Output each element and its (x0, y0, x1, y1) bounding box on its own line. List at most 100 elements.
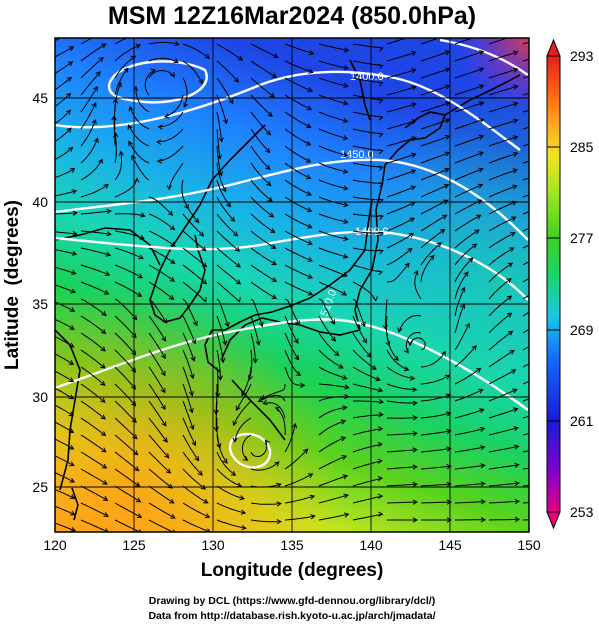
streamline (144, 69, 156, 96)
streamline-arrowhead (262, 399, 268, 405)
streamline-arrowhead (140, 212, 146, 218)
streamline (114, 383, 136, 407)
streamline (128, 124, 150, 147)
streamline (352, 281, 377, 301)
streamline-arrowhead (477, 199, 483, 205)
streamline-arrowhead (478, 84, 485, 90)
streamline-arrowhead (446, 499, 453, 505)
streamline-arrowhead (513, 101, 519, 107)
streamline (522, 143, 529, 147)
streamline-arrowhead (377, 98, 384, 104)
streamline-arrowhead (446, 428, 452, 435)
streamline-arrowhead (338, 363, 344, 369)
streamline-arrowhead (104, 271, 111, 276)
streamline-arrowhead (378, 411, 384, 418)
streamline (386, 120, 416, 130)
streamline-arrowhead (444, 374, 451, 380)
streamline-arrowhead (134, 177, 140, 183)
streamline-arrowhead (513, 50, 519, 56)
streamline (284, 281, 313, 296)
streamline (80, 281, 109, 295)
streamline-arrowhead (307, 240, 313, 246)
streamline (420, 168, 450, 181)
streamline (114, 417, 138, 440)
streamline (386, 383, 417, 391)
streamline (55, 249, 77, 255)
streamline (488, 152, 518, 164)
streamline (284, 473, 313, 487)
streamline (55, 522, 76, 532)
streamline-arrowhead (471, 345, 477, 351)
streamline (182, 298, 198, 326)
streamline-arrowhead (194, 217, 200, 224)
streamline (318, 145, 348, 157)
streamline-arrowhead (510, 369, 517, 375)
streamline (216, 349, 221, 380)
streamline (318, 60, 349, 69)
streamline (55, 370, 74, 383)
streamline-arrowhead (157, 124, 163, 130)
streamline (250, 440, 268, 458)
streamline (420, 412, 451, 419)
streamline-arrowhead (191, 440, 196, 447)
streamline (182, 77, 188, 108)
plot-area: 1400.0 1450.0 1480.0 1510.0 (55, 38, 529, 532)
streamline-arrowhead (441, 350, 446, 357)
streamline (250, 196, 274, 218)
streamline (284, 230, 313, 245)
streamline-arrowhead (207, 528, 211, 532)
streamline-arrowhead (377, 458, 383, 464)
streamline-arrowhead (188, 407, 194, 414)
streamline (284, 349, 301, 376)
streamline (114, 230, 145, 240)
streamline (55, 46, 74, 58)
streamline (386, 417, 418, 419)
streamline (454, 304, 465, 334)
streamline-arrowhead (378, 214, 384, 220)
streamline (182, 281, 207, 302)
streamline (454, 287, 466, 317)
streamline (148, 57, 179, 63)
streamline-arrowhead (412, 400, 418, 406)
streamline-arrowhead (341, 290, 347, 296)
streamline-arrowhead (294, 355, 300, 361)
streamline (352, 60, 383, 67)
streamline (352, 315, 367, 344)
grid-lines (55, 38, 529, 532)
streamline (386, 432, 417, 436)
streamline-arrowhead (436, 242, 442, 248)
streamline (250, 332, 256, 363)
streamline (216, 94, 227, 124)
streamline-arrowhead (476, 367, 482, 373)
streamline-arrowhead (480, 445, 486, 451)
streamline (488, 102, 518, 113)
streamline-arrowhead (247, 375, 253, 381)
streamline-arrowhead (135, 497, 142, 503)
streamline-arrowhead (440, 228, 446, 234)
streamline-arrowhead (172, 529, 176, 532)
streamline-arrowhead (506, 312, 513, 318)
streamline-arrowhead (271, 277, 278, 282)
streamline (522, 177, 529, 181)
streamline (488, 216, 516, 232)
y-tick-label: 45 (32, 90, 48, 106)
streamline-arrowhead (310, 514, 316, 520)
streamline-arrowhead (188, 390, 194, 397)
streamline-arrowhead (340, 436, 347, 442)
streamline (454, 427, 485, 436)
streamline-arrowhead (103, 512, 109, 517)
streamline (114, 247, 144, 260)
streamline-arrowhead (378, 231, 384, 237)
streamline (80, 159, 103, 181)
streamline (284, 495, 315, 504)
streamline (148, 281, 174, 300)
streamline (182, 485, 209, 504)
streamline-arrowhead (444, 151, 451, 157)
streamline-arrowhead (139, 234, 145, 240)
streamline-arrowhead (267, 111, 273, 117)
streamline (216, 332, 224, 363)
streamline-arrowhead (160, 387, 166, 394)
streamline (454, 483, 485, 487)
streamline-arrowhead (480, 517, 487, 523)
streamline (522, 363, 529, 368)
